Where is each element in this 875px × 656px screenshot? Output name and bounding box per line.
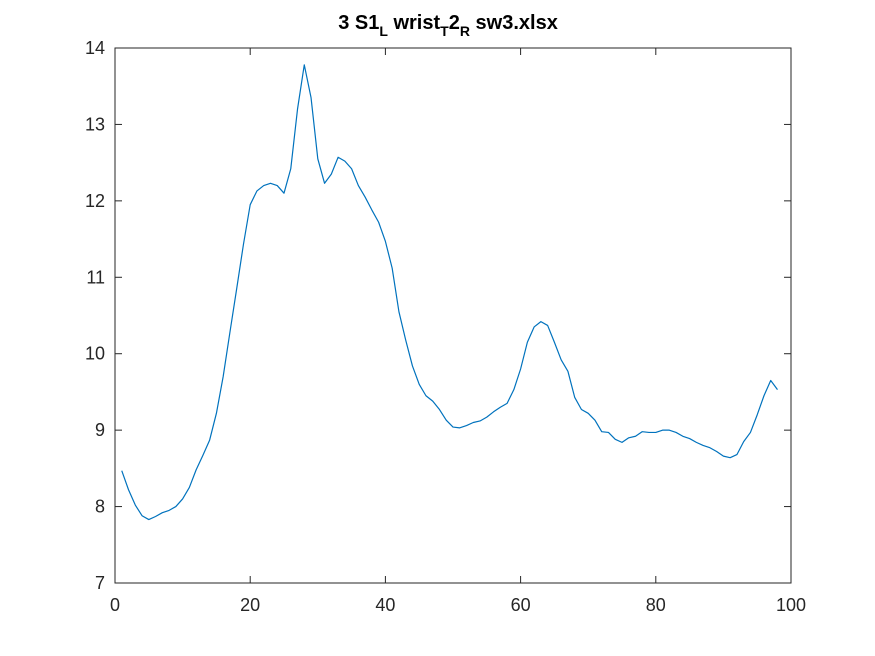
x-axis: 0 20 40 60 80 100 (110, 48, 806, 615)
x-tick-label: 0 (110, 595, 120, 615)
x-tick-label: 60 (511, 595, 531, 615)
x-tick-label: 80 (646, 595, 666, 615)
chart-title-part: 3 S1 (338, 12, 379, 34)
chart-title: 3 S1L wristT2R sw3.xlsx (338, 12, 558, 39)
y-tick-label: 14 (85, 38, 105, 58)
x-tick-label: 40 (375, 595, 395, 615)
y-axis: 7 8 9 10 11 12 13 14 (85, 38, 791, 593)
x-tick-label: 100 (776, 595, 806, 615)
y-tick-label: 8 (95, 497, 105, 517)
series-group (121, 64, 778, 521)
plot-area (114, 47, 792, 584)
axes-box (114, 47, 792, 584)
y-tick-label: 13 (85, 114, 105, 134)
y-tick-label: 12 (85, 191, 105, 211)
series-line (121, 64, 778, 521)
chart-title-part: 2 (449, 12, 460, 34)
chart-title-subscript: R (460, 23, 470, 39)
x-tick-label: 20 (240, 595, 260, 615)
chart-title-part: wrist (388, 12, 441, 34)
y-tick-label: 11 (86, 267, 105, 287)
y-tick-label: 10 (85, 344, 105, 364)
chart-title-part: sw3.xlsx (470, 12, 558, 34)
chart-title-subscript: T (440, 23, 449, 39)
y-tick-label: 7 (95, 573, 105, 593)
y-tick-label: 9 (95, 420, 105, 440)
chart-title-subscript: L (379, 23, 388, 39)
